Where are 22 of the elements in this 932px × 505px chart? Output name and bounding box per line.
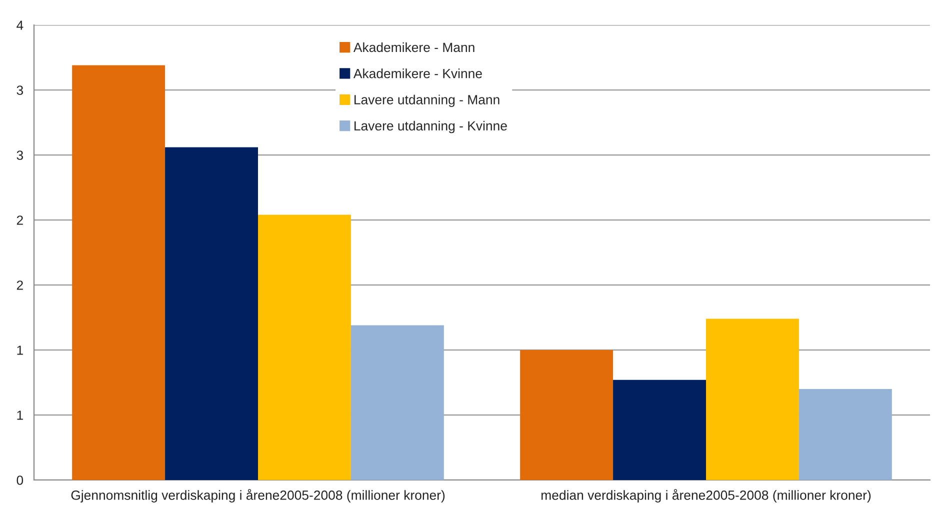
bar xyxy=(613,380,706,480)
x-tick-label: median verdiskaping i årene2005-2008 (millioner kroner) xyxy=(542,489,871,502)
bar xyxy=(706,318,799,480)
legend-label: Akademikere - Kvinne xyxy=(353,68,482,78)
y-tick-label: 2 xyxy=(16,280,23,290)
y-tick-label: 0 xyxy=(16,476,24,485)
x-tick-label: Gjennomsnitlig verdiskaping i årene2005-2008 (millioner kroner) xyxy=(71,489,445,502)
y-tick-label: 4 xyxy=(16,20,24,30)
y-tick-label: 2 xyxy=(16,216,23,225)
legend-label: Lavere utdanning - Mann xyxy=(354,94,500,107)
y-tick-label: 1 xyxy=(17,410,23,420)
bar xyxy=(72,65,166,480)
bar xyxy=(520,350,614,480)
y-tick-label: 1 xyxy=(17,346,23,355)
bar xyxy=(350,325,444,480)
y-tick-label: 3 xyxy=(16,150,24,160)
bar xyxy=(165,147,258,480)
bar xyxy=(798,389,892,480)
legend-label: Akademikere - Mann xyxy=(353,42,474,52)
bar xyxy=(258,214,351,480)
y-tick-label: 3 xyxy=(16,86,24,95)
legend-label: Lavere utdanning - Kvinne xyxy=(354,120,507,134)
